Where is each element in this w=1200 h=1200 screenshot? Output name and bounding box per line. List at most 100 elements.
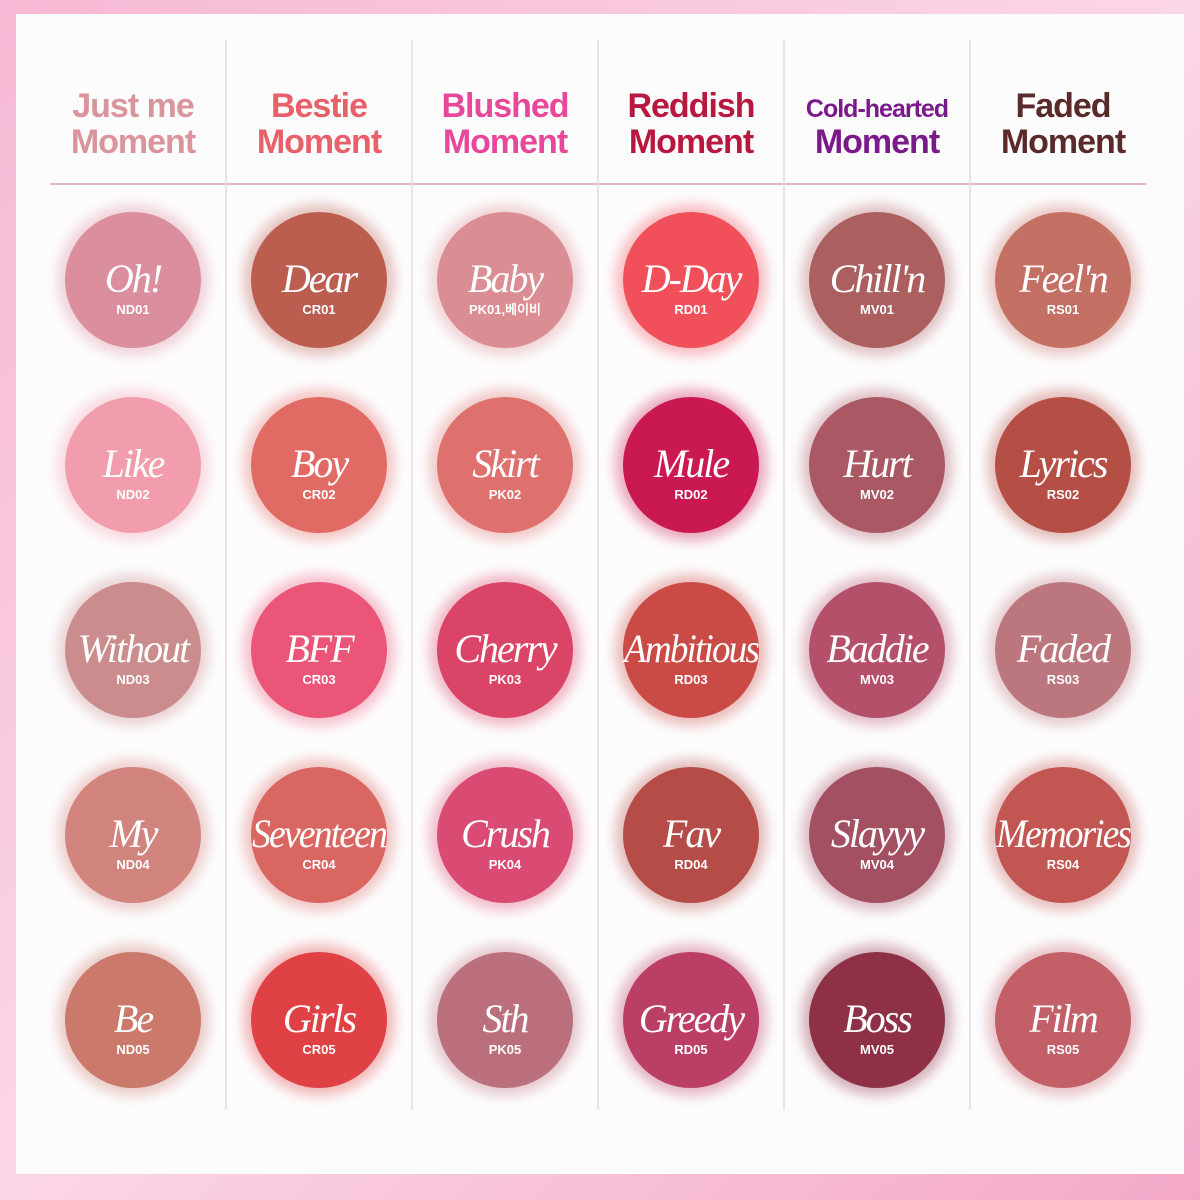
swatch — [809, 952, 945, 1088]
swatch — [809, 767, 945, 903]
column-title: Bestie — [271, 87, 367, 125]
swatch-code: RD04 — [674, 857, 708, 872]
swatch-name: Chill'n — [830, 256, 926, 301]
swatch-name: Hurt — [842, 441, 913, 486]
column-title: Faded — [1015, 87, 1110, 125]
swatch-name: Boy — [291, 441, 349, 486]
swatch-code: RD02 — [674, 487, 707, 502]
swatch-code: MV04 — [860, 857, 895, 872]
swatch — [623, 212, 759, 348]
swatch-code: RS05 — [1047, 1042, 1080, 1057]
swatch-code: ND04 — [116, 857, 150, 872]
swatch-name: Boss — [843, 996, 912, 1041]
swatch-name: Oh! — [105, 256, 162, 301]
swatch-code: PK05 — [489, 1042, 522, 1057]
swatch-name: BFF — [285, 626, 355, 671]
swatch-name: Sth — [482, 996, 528, 1041]
swatch-name: Slayyy — [831, 811, 926, 856]
swatch-name: Cherry — [454, 626, 558, 671]
column-title: Cold-hearted — [806, 95, 948, 123]
swatch-code: PK03 — [489, 672, 522, 687]
swatch-name: Feel'n — [1018, 256, 1108, 301]
swatch-name: Be — [114, 996, 153, 1041]
swatch — [437, 397, 573, 533]
column-title: Moment — [1001, 123, 1126, 161]
swatch-name: Baby — [468, 256, 544, 301]
swatch-code: ND01 — [116, 302, 149, 317]
swatch-code: RD03 — [674, 672, 707, 687]
swatch-code: ND03 — [116, 672, 149, 687]
swatch-name: D-Day — [641, 256, 743, 301]
swatch-code: MV02 — [860, 487, 894, 502]
swatch-code: ND05 — [116, 1042, 149, 1057]
swatch-code: RS04 — [1047, 857, 1080, 872]
swatch-name: Crush — [461, 811, 550, 856]
swatch — [995, 397, 1131, 533]
swatch — [623, 952, 759, 1088]
swatch-code: PK01,베이비 — [469, 302, 541, 317]
swatch-code: PK02 — [489, 487, 522, 502]
swatch — [65, 582, 201, 718]
column-title: Blushed — [441, 87, 568, 125]
swatch-name: Baddie — [826, 626, 929, 671]
swatch-code: PK04 — [489, 857, 522, 872]
swatch — [251, 212, 387, 348]
swatch-name: Mule — [653, 441, 729, 486]
swatch-name: Fav — [662, 811, 721, 856]
swatch — [437, 212, 573, 348]
swatch-code: CR03 — [302, 672, 335, 687]
column-title: Moment — [815, 123, 940, 161]
swatch — [437, 582, 573, 718]
swatch — [809, 582, 945, 718]
swatch-name: Dear — [281, 256, 359, 301]
swatch-code: MV05 — [860, 1042, 894, 1057]
swatch-code: CR02 — [302, 487, 335, 502]
swatch — [437, 767, 573, 903]
panel — [16, 14, 1184, 1174]
swatch-code: MV01 — [860, 302, 894, 317]
swatch — [65, 212, 201, 348]
swatch — [65, 397, 201, 533]
swatch-code: RS03 — [1047, 672, 1080, 687]
column-title: Moment — [257, 123, 382, 161]
swatch — [995, 952, 1131, 1088]
swatch-code: RS02 — [1047, 487, 1080, 502]
swatch-name: Faded — [1016, 626, 1112, 671]
swatch — [809, 397, 945, 533]
swatch — [437, 952, 573, 1088]
swatch — [251, 952, 387, 1088]
swatch-name: Film — [1028, 996, 1098, 1041]
swatch — [65, 767, 201, 903]
swatch-code: RS01 — [1047, 302, 1080, 317]
swatch — [623, 767, 759, 903]
swatch-code: RD05 — [674, 1042, 707, 1057]
column-title: Moment — [629, 123, 754, 161]
swatch-name: Girls — [283, 996, 357, 1041]
swatch-name: Greedy — [639, 996, 745, 1041]
column-title: Just me — [72, 87, 194, 125]
swatch-name: Memories — [995, 811, 1131, 856]
swatch-name: Like — [102, 441, 165, 486]
swatch-name: Without — [78, 626, 191, 671]
swatch-code: CR04 — [302, 857, 336, 872]
swatch — [623, 397, 759, 533]
swatch-code: CR05 — [302, 1042, 335, 1057]
swatch — [995, 767, 1131, 903]
swatch-name: Seventeen — [252, 811, 387, 856]
swatch — [251, 767, 387, 903]
swatch — [65, 952, 201, 1088]
column-title: Moment — [443, 123, 568, 161]
swatch — [809, 212, 945, 348]
swatch — [251, 582, 387, 718]
swatch — [995, 582, 1131, 718]
column-title: Moment — [71, 123, 196, 161]
swatch-code: RD01 — [674, 302, 707, 317]
swatch-code: MV03 — [860, 672, 894, 687]
swatch-code: ND02 — [116, 487, 149, 502]
swatch — [995, 212, 1131, 348]
swatch-name: Ambitious — [621, 626, 759, 671]
swatch-name: My — [108, 811, 158, 856]
swatch-name: Lyrics — [1019, 441, 1108, 486]
